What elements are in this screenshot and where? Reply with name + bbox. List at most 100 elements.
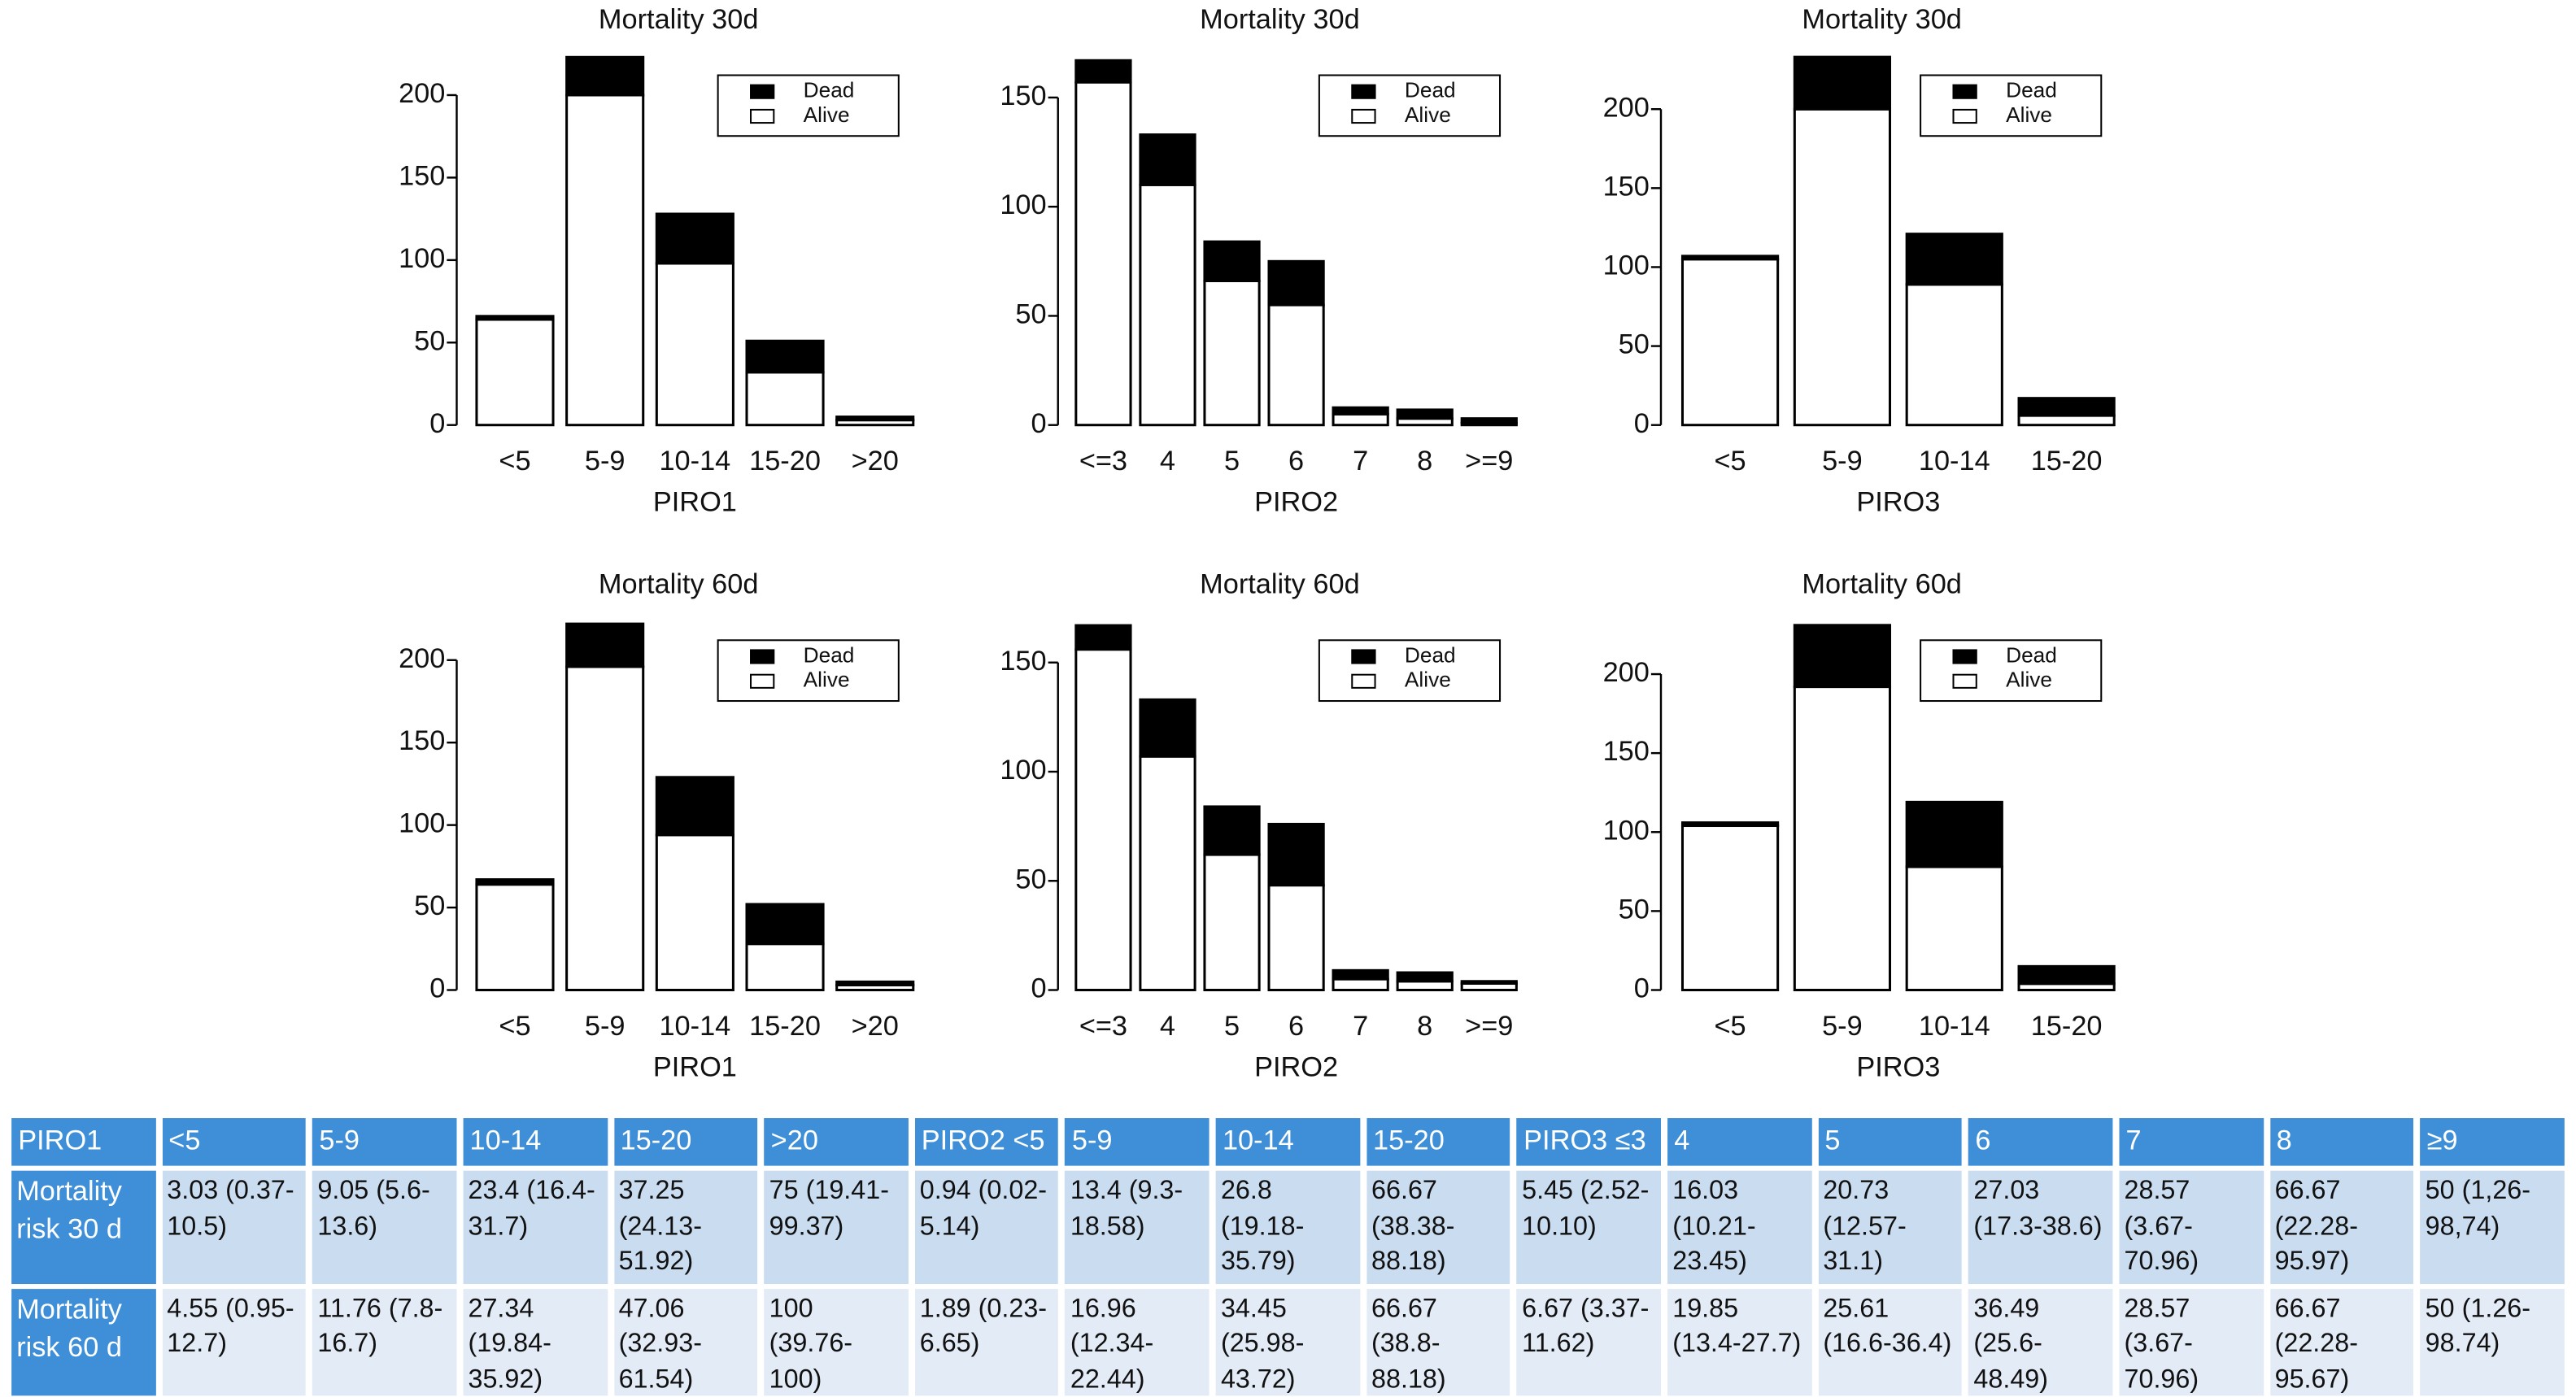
bar-segment [1905,233,2003,286]
bar-segment [1332,412,1389,427]
bar-segment [1460,980,1518,985]
legend-swatch [1952,108,1977,124]
x-tick-label: 8 [1417,446,1432,477]
bar-segment [475,315,555,321]
y-tick-label: 150 [1603,171,1650,202]
table-cell: 13.4 (9.3-18.58) [1065,1170,1210,1284]
y-tick-label: 100 [1603,815,1650,846]
table-cell: 28.57 (3.67-70.96) [2119,1288,2264,1396]
legend-box [1318,74,1502,137]
bar-segment [1267,259,1325,307]
header-cell: <5 [162,1118,307,1166]
x-tick-label: 5-9 [1822,1011,1863,1042]
bar-segment [1396,980,1454,992]
x-tick-label: >20 [852,446,899,477]
header-cell: 7 [2119,1118,2264,1166]
chart-title: Mortality 60d [1802,569,1962,600]
table-cell: 1.89 (0.23-6.65) [914,1288,1059,1396]
x-tick-label: 7 [1353,1011,1368,1042]
x-axis-label: PIRO3 [1856,1052,1940,1083]
bar-segment [745,339,825,374]
bar-segment [475,318,555,427]
y-tick-label: 0 [429,973,445,1004]
table-cell: 26.8 (19.18-35.79) [1215,1170,1360,1284]
table-body: PIRO1 <5 5-9 10-14 15-20 >20 PIRO2 <5 5-9 10-14 1… [11,1118,2565,1396]
bar-segment [835,416,915,422]
bar-segment [2017,964,2116,986]
table-cell: 36.49 (25.6-48.49) [1968,1288,2113,1396]
table-cell: 66.67 (22.28-95.97) [2269,1170,2414,1284]
x-tick-label: 10-14 [659,446,730,477]
legend-label: Dead [1405,642,1456,667]
y-tick-label: 200 [399,643,445,674]
x-tick-label: 5-9 [585,446,625,477]
x-axis-label: PIRO2 [1254,1052,1338,1083]
table-cell: 27.34 (19.84-35.92) [463,1288,608,1396]
bar-segment [1074,81,1132,427]
bar-segment [1139,698,1196,758]
legend-box [1318,639,1502,703]
bar-segment [565,622,645,668]
bar-segment [1396,971,1454,983]
bar-segment [1332,406,1389,416]
table-cell: 23.4 (16.4-31.7) [463,1170,608,1284]
legend-label: Alive [2006,102,2052,127]
bar-segment [1139,755,1196,992]
header-cell: 5-9 [1065,1118,1210,1166]
x-tick-label: <=3 [1079,1011,1127,1042]
legend-box [717,74,900,137]
legend-box [1920,639,2103,703]
table-container: PIRO1 <5 5-9 10-14 15-20 >20 PIRO2 <5 5-9 10-14 1… [11,1118,2565,1396]
y-tick-label: 200 [1603,92,1650,123]
x-tick-label: <5 [1715,446,1746,477]
table-cell: 0.94 (0.02-5.14) [914,1170,1059,1284]
x-tick-label: 8 [1417,1011,1432,1042]
bar-segment [655,776,734,837]
table-cell: 100 (39.76-100) [764,1288,909,1396]
row-label: Mortality risk 60 d [11,1288,156,1396]
x-tick-label: 5-9 [585,1011,625,1042]
bar-segment [1139,133,1196,186]
legend-swatch [1351,84,1376,99]
table-cell: 16.03 (10.21-23.45) [1667,1170,1812,1284]
y-tick-label: 50 [1619,329,1650,360]
bar-segment [1793,55,1892,111]
x-tick-label: 4 [1160,1011,1175,1042]
table-cell: 66.67 (22.28-95.67) [2269,1288,2414,1396]
table-cell: 9.05 (5.6-13.6) [312,1170,457,1284]
bar-segment [565,55,645,97]
bar-segment [745,942,825,992]
x-tick-label: <5 [499,1011,530,1042]
table-cell: 66.67 (38.38-88.18) [1366,1170,1510,1284]
bar-segment [565,94,645,427]
y-tick-label: 150 [1000,81,1046,111]
bar-segment [745,903,825,946]
table-row: Mortality risk 30 d 3.03 (0.37-10.5) 9.05 … [11,1170,2565,1284]
bar-segment [1332,977,1389,992]
x-tick-label: 15-20 [749,446,821,477]
chart-title: Mortality 30d [599,4,759,35]
y-tick-label: 0 [1634,408,1650,439]
header-cell: 10-14 [1215,1118,1360,1166]
bar-segment [1203,805,1261,856]
header-cell: PIRO2 <5 [914,1118,1059,1166]
y-tick-label: 200 [1603,657,1650,688]
bar-segment [1680,258,1780,427]
bar-segment [1139,183,1196,427]
bar-segment [1680,821,1780,828]
bar-segment [1905,283,2003,427]
bar-segment [1460,417,1518,424]
y-tick-label: 50 [414,325,445,356]
x-axis-label: PIRO1 [653,487,737,518]
y-tick-label: 200 [399,78,445,109]
x-tick-label: 5 [1224,446,1240,477]
y-tick-label: 50 [1015,864,1046,894]
x-tick-label: 10-14 [1919,1011,1990,1042]
header-row: PIRO1 <5 5-9 10-14 15-20 >20 PIRO2 <5 5-9 10-14 1… [11,1118,2565,1166]
legend-box [717,639,900,703]
bar-segment [1074,59,1132,84]
bar-segment [1680,255,1780,261]
table-cell: 3.03 (0.37-10.5) [162,1170,307,1284]
bar-segment [2017,414,2116,427]
